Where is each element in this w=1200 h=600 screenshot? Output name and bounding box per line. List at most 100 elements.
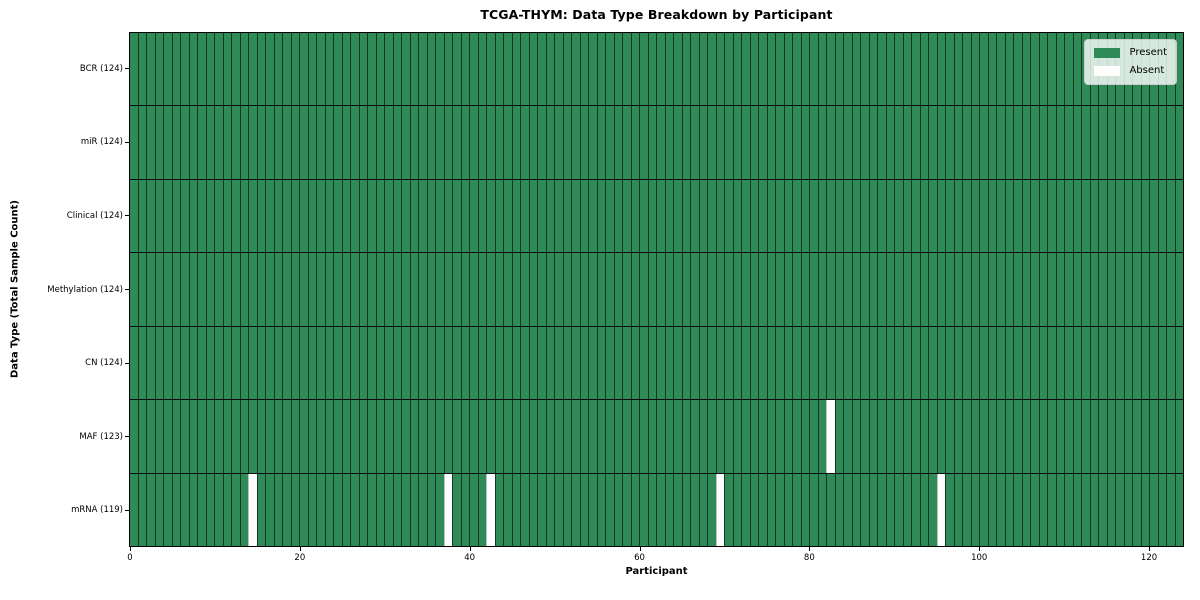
cell-present xyxy=(605,179,614,253)
cell-present xyxy=(384,326,393,400)
cell-present xyxy=(324,326,333,400)
cell-present xyxy=(843,473,852,546)
cell-present xyxy=(341,400,350,473)
cell-present xyxy=(1038,253,1047,326)
cell-present xyxy=(188,473,197,546)
cell-present xyxy=(333,326,342,400)
cell-present xyxy=(707,326,716,400)
cell-present xyxy=(792,33,801,106)
cell-present xyxy=(792,326,801,400)
cell-present xyxy=(180,33,189,106)
cell-present xyxy=(511,179,520,253)
cell-present xyxy=(724,326,733,400)
cell-present xyxy=(1106,473,1115,546)
cell-present xyxy=(205,33,214,106)
cell-present xyxy=(248,326,257,400)
cell-present xyxy=(1123,179,1132,253)
cell-present xyxy=(1013,106,1022,179)
cell-present xyxy=(885,179,894,253)
x-tick-mark xyxy=(469,547,471,551)
cell-present xyxy=(1038,326,1047,400)
cell-present xyxy=(911,253,920,326)
cell-present xyxy=(290,106,299,179)
cell-present xyxy=(341,179,350,253)
y-tick-mark xyxy=(125,436,129,438)
cell-present xyxy=(860,326,869,400)
x-tick-label: 80 xyxy=(803,553,815,563)
cell-present xyxy=(418,473,427,546)
cell-present xyxy=(1021,106,1030,179)
cell-present xyxy=(749,253,758,326)
cell-present xyxy=(1115,253,1124,326)
cell-present xyxy=(792,473,801,546)
cell-present xyxy=(307,33,316,106)
cell-present xyxy=(273,106,282,179)
cell-present xyxy=(775,400,784,473)
cell-present xyxy=(800,179,809,253)
cell-present xyxy=(885,253,894,326)
cell-present xyxy=(256,106,265,179)
cell-present xyxy=(596,253,605,326)
cell-present xyxy=(418,179,427,253)
cell-present xyxy=(877,106,886,179)
cell-present xyxy=(902,179,911,253)
cell-present xyxy=(936,400,945,473)
cell-present xyxy=(970,253,979,326)
cell-present xyxy=(647,473,656,546)
cell-present xyxy=(783,33,792,106)
cell-present xyxy=(171,106,180,179)
cell-present xyxy=(588,33,597,106)
cell-present xyxy=(724,473,733,546)
cell-present xyxy=(460,253,469,326)
cell-present xyxy=(418,106,427,179)
cell-present xyxy=(579,473,588,546)
cell-present xyxy=(452,33,461,106)
cell-present xyxy=(554,473,563,546)
cell-present xyxy=(698,326,707,400)
cell-present xyxy=(1166,326,1175,400)
cell-present xyxy=(401,326,410,400)
cell-present xyxy=(588,473,597,546)
cell-present xyxy=(630,106,639,179)
cell-present xyxy=(316,400,325,473)
cell-present xyxy=(613,33,622,106)
cell-present xyxy=(1132,326,1141,400)
cell-present xyxy=(605,106,614,179)
cell-present xyxy=(511,106,520,179)
cell-present xyxy=(979,473,988,546)
cell-present xyxy=(401,473,410,546)
cell-present xyxy=(664,106,673,179)
cell-present xyxy=(375,400,384,473)
cell-present xyxy=(520,400,529,473)
cell-present xyxy=(868,106,877,179)
cell-present xyxy=(1004,400,1013,473)
cell-present xyxy=(690,106,699,179)
cell-present xyxy=(197,33,206,106)
cell-present xyxy=(1166,400,1175,473)
cell-present xyxy=(639,106,648,179)
cell-present xyxy=(248,106,257,179)
cell-present xyxy=(452,179,461,253)
cell-present xyxy=(894,400,903,473)
cell-present xyxy=(511,326,520,400)
cell-present xyxy=(902,253,911,326)
cell-present xyxy=(1081,106,1090,179)
cell-present xyxy=(341,106,350,179)
cell-present xyxy=(1123,473,1132,546)
cell-present xyxy=(163,179,172,253)
cell-present xyxy=(265,33,274,106)
cell-present xyxy=(800,33,809,106)
cell-present xyxy=(732,33,741,106)
cell-present xyxy=(732,253,741,326)
cell-present xyxy=(987,473,996,546)
cell-present xyxy=(1072,253,1081,326)
cell-present xyxy=(231,33,240,106)
cell-present xyxy=(639,400,648,473)
cell-present xyxy=(316,253,325,326)
cell-present xyxy=(928,33,937,106)
cell-present xyxy=(860,400,869,473)
cell-present xyxy=(299,473,308,546)
cell-present xyxy=(409,179,418,253)
legend-label: Absent xyxy=(1129,65,1165,76)
x-tick-mark xyxy=(1149,547,1151,551)
